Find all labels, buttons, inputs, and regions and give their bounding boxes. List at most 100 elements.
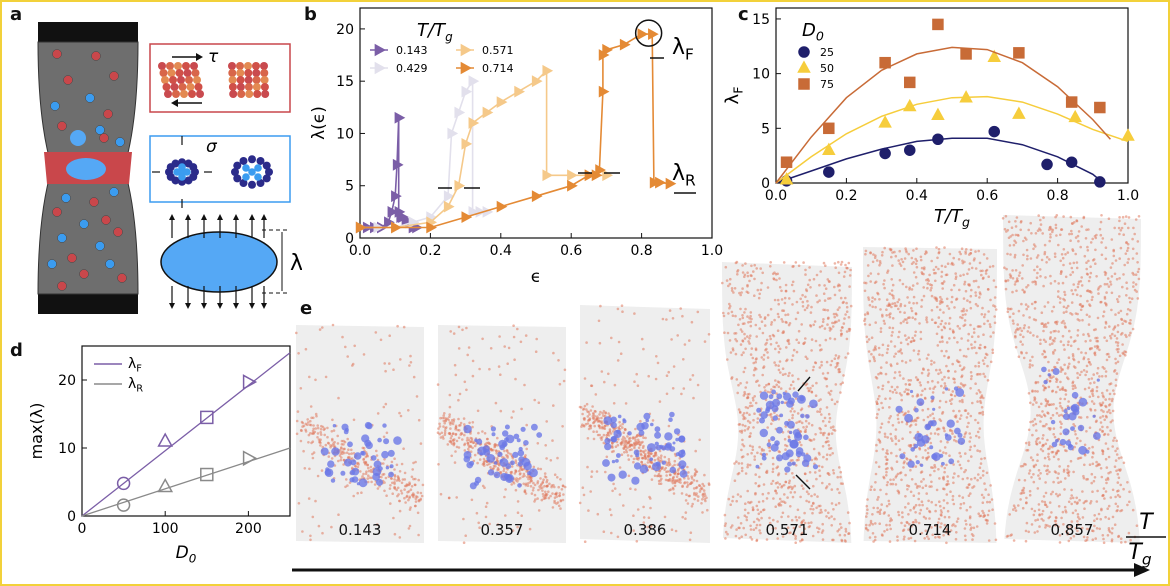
red-particle [930, 318, 934, 321]
red-particle [541, 481, 544, 485]
red-particle [779, 371, 782, 374]
red-particle [304, 430, 308, 433]
red-particle [512, 335, 516, 339]
red-particle [677, 480, 681, 484]
sigma-particle-outer [248, 155, 256, 164]
red-particle [752, 361, 755, 365]
red-particle [842, 322, 846, 325]
legend-marker [797, 60, 811, 73]
red-particle [1120, 317, 1123, 321]
data-point [482, 106, 494, 119]
red-particle [960, 368, 964, 372]
red-particle [965, 309, 968, 312]
red-particle [952, 476, 955, 479]
red-particle [881, 384, 885, 388]
red-particle [1105, 304, 1108, 307]
red-particle [807, 521, 810, 525]
red-particle [649, 525, 653, 528]
red-particle [894, 442, 898, 446]
red-particle [1137, 215, 1141, 218]
red-particle [815, 294, 818, 297]
red-particle [970, 477, 973, 481]
red-particle [922, 368, 925, 371]
red-particle [543, 475, 547, 478]
red-particle [600, 416, 603, 420]
red-particle [795, 350, 799, 354]
red-particle [1071, 387, 1075, 391]
red-particle [559, 507, 562, 510]
red-particle [791, 472, 794, 475]
red-particle [877, 372, 880, 376]
red-particle [750, 451, 753, 455]
red-particle [742, 351, 745, 354]
red-particle [658, 482, 661, 486]
red-particle [748, 392, 751, 396]
red-particle [1067, 500, 1071, 504]
red-particle [483, 459, 487, 463]
red-particle [1053, 348, 1057, 352]
red-particle [744, 347, 747, 351]
red-particle [938, 406, 941, 409]
red-particle [340, 439, 344, 443]
red-particle [746, 315, 749, 318]
blue-cluster [631, 476, 640, 485]
red-particle [868, 303, 872, 307]
red-particle [1044, 355, 1048, 359]
red-particle [1071, 270, 1075, 274]
lambda-f-circle [634, 19, 663, 47]
red-particle [733, 462, 736, 465]
red-particle [943, 326, 947, 330]
red-particle [1021, 506, 1025, 510]
red-particle [981, 474, 985, 477]
red-particle [408, 524, 412, 528]
red-particle [885, 449, 889, 452]
red-particle [542, 497, 546, 501]
red-particle [499, 409, 503, 413]
red-particle [1030, 523, 1034, 526]
red-particle [941, 282, 945, 285]
red-particle [318, 328, 322, 331]
red-particle [761, 331, 765, 335]
red-particle [793, 491, 797, 494]
red-particle [867, 296, 870, 299]
blue-cluster [655, 461, 661, 467]
red-particle [1073, 445, 1076, 449]
red-particle [987, 539, 991, 542]
red-particle [805, 289, 809, 293]
red-particle [548, 482, 551, 486]
red-particle [811, 384, 814, 388]
red-particle [762, 358, 765, 361]
red-particle [821, 445, 825, 448]
red-particle [306, 418, 309, 421]
red-particle [833, 337, 837, 341]
red-particle [810, 305, 813, 309]
red-particle [780, 515, 783, 519]
red-particle [749, 535, 752, 539]
red-particle [526, 484, 530, 488]
red-particle [937, 427, 941, 431]
red-particle [754, 323, 758, 327]
x-tick-label: 1.0 [1117, 188, 1139, 204]
red-particle [777, 364, 780, 367]
red-particle [788, 297, 791, 300]
red-particle [552, 351, 555, 355]
red-particle [791, 303, 794, 306]
red-particle [346, 355, 349, 358]
data-point [496, 96, 508, 108]
red-particle [1076, 376, 1080, 379]
red-particle [957, 258, 961, 261]
tau-particle [236, 69, 245, 77]
red-particle [740, 291, 743, 294]
red-particle [894, 435, 897, 438]
red-particle [953, 435, 957, 439]
red-particle [561, 498, 565, 502]
red-particle [786, 496, 789, 499]
tau-particle [244, 76, 253, 84]
red-particle [770, 482, 773, 486]
red-particle [376, 412, 380, 415]
red-particle [559, 478, 562, 481]
red-particle [627, 474, 631, 478]
red-particle [1048, 445, 1052, 448]
blue-cluster [812, 464, 819, 470]
red-particle [1030, 476, 1033, 479]
